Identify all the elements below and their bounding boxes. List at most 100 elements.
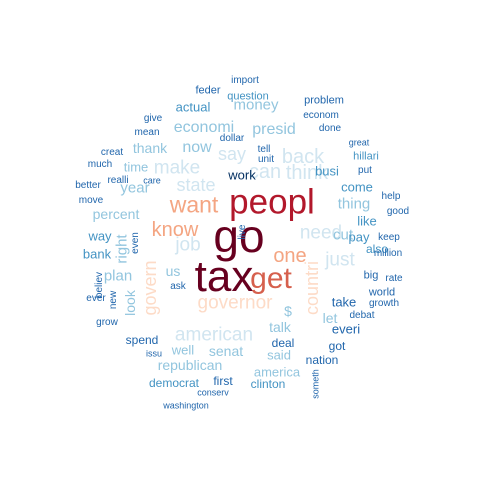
cloud-word: creat [100, 147, 124, 158]
cloud-word: think [285, 162, 329, 184]
cloud-word: econom [303, 110, 339, 121]
cloud-word: way [88, 228, 112, 244]
cloud-word: debat [349, 310, 375, 321]
cloud-word: know [151, 219, 199, 241]
cloud-word: like [357, 213, 377, 229]
cloud-word: first [213, 374, 233, 388]
cloud-word: senat [208, 343, 244, 359]
cloud-word: thing [337, 195, 371, 213]
cloud-word: money [233, 96, 279, 114]
cloud-word: can [248, 161, 282, 183]
cloud-word: actual [175, 99, 211, 115]
cloud-word: even [130, 232, 141, 254]
cloud-word: move [78, 195, 104, 206]
cloud-word: growth [368, 298, 400, 309]
cloud-word: good [386, 206, 410, 217]
cloud-word: also [365, 242, 389, 256]
cloud-word: democrat [148, 376, 200, 390]
cloud-word: job [175, 234, 201, 256]
cloud-word: american [174, 324, 254, 346]
cloud-word: well [171, 342, 195, 358]
cloud-word: done [318, 123, 342, 134]
cloud-word: nation [305, 353, 339, 367]
cloud-word: question [227, 90, 269, 103]
cloud-word: ever [86, 293, 106, 304]
cloud-word: percent [92, 206, 140, 222]
cloud-word: make [153, 157, 201, 179]
cloud-word: put [358, 165, 372, 176]
cloud-word: million [373, 248, 403, 259]
cloud-word: now [182, 139, 212, 156]
cloud-word: go [213, 210, 265, 262]
cloud-word: care [143, 175, 161, 186]
cloud-word: rate [385, 273, 403, 284]
cloud-word: help [381, 191, 401, 202]
cloud-word: need [299, 222, 343, 244]
cloud-word: live [237, 224, 248, 240]
cloud-word: tell [257, 144, 271, 155]
cloud-word: governor [197, 292, 273, 314]
cloud-word: want [169, 191, 219, 218]
cloud-word: state [176, 175, 216, 195]
cloud-word: world [368, 286, 396, 299]
cloud-word: economi [173, 119, 235, 136]
cloud-word: spend [125, 333, 159, 347]
cloud-word: let [322, 310, 338, 326]
cloud-word: us [165, 263, 181, 279]
cloud-word: washington [163, 400, 209, 411]
cloud-word: new [108, 290, 119, 310]
cloud-word: dollar [219, 133, 245, 144]
cloud-word: republican [157, 357, 223, 373]
cloud-word: great [348, 137, 370, 148]
cloud-word: presid [252, 121, 296, 138]
cloud-word: deal [271, 336, 295, 350]
cloud-word: $ [284, 303, 292, 319]
cloud-word: hillari [353, 150, 379, 163]
cloud-word: big [363, 269, 379, 282]
cloud-word: time [123, 159, 149, 175]
cloud-word: give [143, 113, 163, 124]
cloud-word: grow [96, 317, 118, 328]
cloud-word: keep [378, 232, 400, 243]
cloud-word: work [228, 167, 256, 183]
cloud-word: govern [140, 260, 160, 316]
cloud-word: year [120, 179, 150, 197]
cloud-word: someth [310, 369, 321, 399]
cloud-word: look [122, 290, 138, 316]
cloud-word: talk [269, 319, 291, 335]
cloud-word: unit [257, 154, 275, 165]
cloud-word: problem [304, 94, 344, 107]
cloud-word: clinton [250, 377, 286, 391]
cloud-word: pay [348, 229, 370, 245]
cloud-word: peopl [229, 182, 315, 222]
cloud-word: issu [145, 348, 163, 359]
cloud-word: one [273, 245, 307, 267]
cloud-word: take [331, 294, 357, 310]
cloud-word: much [87, 159, 113, 170]
cloud-word: got [328, 339, 346, 353]
cloud-word: conserv [197, 387, 229, 398]
cloud-word: thank [132, 140, 168, 156]
cloud-word: countri [302, 260, 322, 316]
cloud-word: come [341, 179, 373, 195]
cloud-word: get [250, 262, 292, 295]
cloud-word: tax [194, 252, 254, 301]
cloud-word: said [267, 347, 291, 363]
cloud-word: busi [315, 163, 339, 179]
cloud-word: back [281, 146, 325, 168]
cloud-word: cut [332, 226, 354, 244]
cloud-word: realli [107, 175, 129, 186]
cloud-word: just [325, 249, 355, 271]
cloud-word: right [113, 234, 131, 264]
cloud-word: ask [170, 281, 186, 292]
cloud-word: feder [195, 84, 221, 97]
cloud-word: everi [331, 321, 361, 337]
cloud-word: plan [103, 267, 133, 285]
cloud-word: import [231, 75, 259, 86]
cloud-word: america [253, 364, 301, 380]
cloud-word: mean [134, 127, 160, 138]
cloud-word: bank [82, 246, 112, 262]
cloud-word: say [217, 144, 247, 164]
cloud-word: better [75, 180, 101, 191]
